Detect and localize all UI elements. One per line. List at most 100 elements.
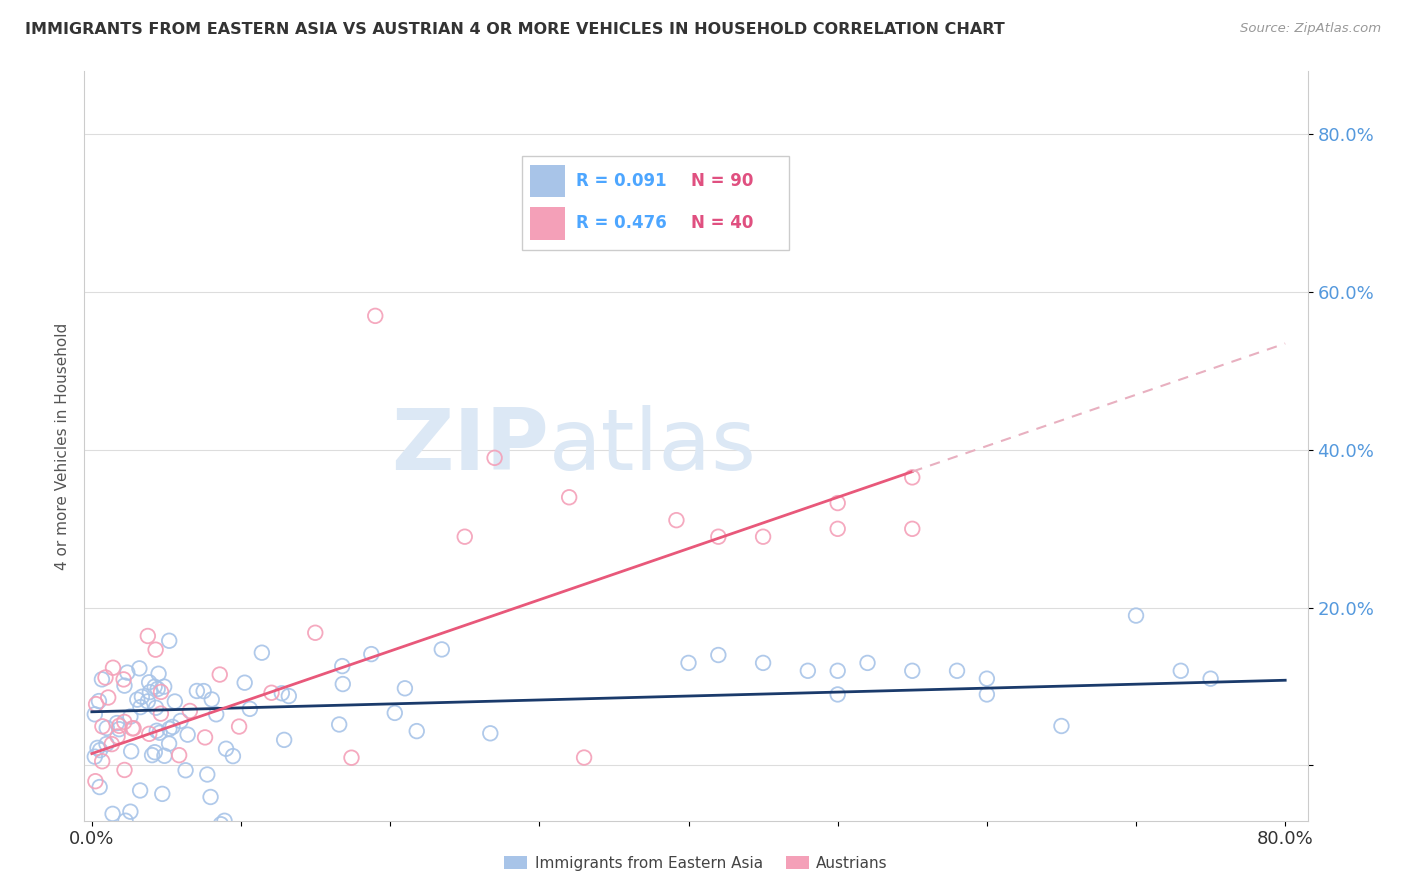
- Point: [143, 745, 166, 759]
- Point: [856, 656, 879, 670]
- Point: [225, 845, 247, 859]
- Point: [97, 690, 120, 705]
- Point: [901, 470, 924, 484]
- Point: [1170, 664, 1192, 678]
- Point: [108, 719, 131, 733]
- Point: [405, 724, 427, 739]
- Point: [479, 726, 502, 740]
- Point: [209, 817, 232, 831]
- Point: [157, 737, 180, 751]
- Point: [157, 633, 180, 648]
- Point: [167, 748, 190, 763]
- Point: [143, 680, 166, 694]
- Point: [153, 748, 176, 763]
- Point: [304, 625, 326, 640]
- Y-axis label: 4 or more Vehicles in Household: 4 or more Vehicles in Household: [55, 322, 70, 570]
- Point: [121, 722, 143, 736]
- Point: [239, 702, 262, 716]
- Point: [328, 717, 350, 731]
- Text: ZIP: ZIP: [391, 404, 550, 488]
- Point: [901, 664, 924, 678]
- Point: [215, 741, 238, 756]
- Point: [101, 661, 124, 675]
- Point: [86, 740, 108, 755]
- Point: [89, 780, 111, 794]
- Point: [270, 686, 292, 700]
- Text: R = 0.091: R = 0.091: [576, 172, 666, 190]
- Point: [91, 719, 114, 733]
- Point: [90, 673, 112, 687]
- Point: [572, 750, 595, 764]
- Point: [558, 490, 581, 504]
- Point: [454, 530, 477, 544]
- Point: [136, 694, 159, 708]
- Point: [678, 656, 700, 670]
- Point: [1050, 719, 1073, 733]
- Point: [120, 805, 142, 819]
- Point: [87, 694, 110, 708]
- Point: [91, 754, 114, 768]
- Point: [205, 707, 228, 722]
- Point: [360, 647, 382, 661]
- Point: [797, 664, 820, 678]
- Point: [112, 673, 135, 687]
- Point: [186, 684, 208, 698]
- Point: [1199, 672, 1222, 686]
- Point: [108, 858, 131, 872]
- Point: [163, 694, 186, 708]
- Point: [176, 728, 198, 742]
- Point: [193, 684, 215, 698]
- Point: [120, 709, 142, 723]
- Point: [228, 720, 250, 734]
- Text: IMMIGRANTS FROM EASTERN ASIA VS AUSTRIAN 4 OR MORE VEHICLES IN HOUSEHOLD CORRELA: IMMIGRANTS FROM EASTERN ASIA VS AUSTRIAN…: [25, 22, 1005, 37]
- Point: [340, 750, 363, 764]
- Point: [222, 839, 245, 854]
- Point: [150, 685, 173, 699]
- Point: [96, 737, 118, 751]
- Point: [128, 661, 150, 675]
- Point: [114, 763, 136, 777]
- Point: [430, 642, 453, 657]
- Point: [129, 700, 152, 714]
- Point: [827, 688, 849, 702]
- Point: [89, 743, 111, 757]
- Point: [149, 725, 172, 739]
- Point: [162, 720, 184, 734]
- Point: [233, 675, 256, 690]
- Point: [752, 656, 775, 670]
- Point: [141, 748, 163, 763]
- Point: [946, 664, 969, 678]
- Point: [104, 837, 127, 851]
- Point: [277, 689, 299, 703]
- Point: [174, 764, 197, 778]
- Point: [752, 530, 775, 544]
- Point: [131, 690, 153, 704]
- Point: [108, 722, 131, 736]
- Point: [146, 681, 169, 696]
- Point: [145, 642, 167, 657]
- Point: [136, 824, 159, 838]
- Point: [250, 646, 273, 660]
- Point: [273, 732, 295, 747]
- Legend: Immigrants from Eastern Asia, Austrians: Immigrants from Eastern Asia, Austrians: [498, 849, 894, 877]
- Point: [194, 731, 217, 745]
- Point: [214, 814, 236, 828]
- Point: [153, 680, 176, 694]
- Point: [120, 744, 142, 758]
- Point: [330, 659, 353, 673]
- Point: [136, 629, 159, 643]
- Point: [150, 787, 173, 801]
- Point: [138, 727, 160, 741]
- Point: [901, 522, 924, 536]
- FancyBboxPatch shape: [522, 156, 789, 251]
- Point: [129, 783, 152, 797]
- Point: [112, 714, 135, 729]
- Point: [976, 688, 998, 702]
- Point: [827, 522, 849, 536]
- Point: [84, 697, 107, 711]
- Point: [139, 685, 162, 699]
- Point: [127, 692, 149, 706]
- Point: [114, 679, 136, 693]
- Bar: [530, 165, 565, 197]
- Point: [107, 730, 129, 744]
